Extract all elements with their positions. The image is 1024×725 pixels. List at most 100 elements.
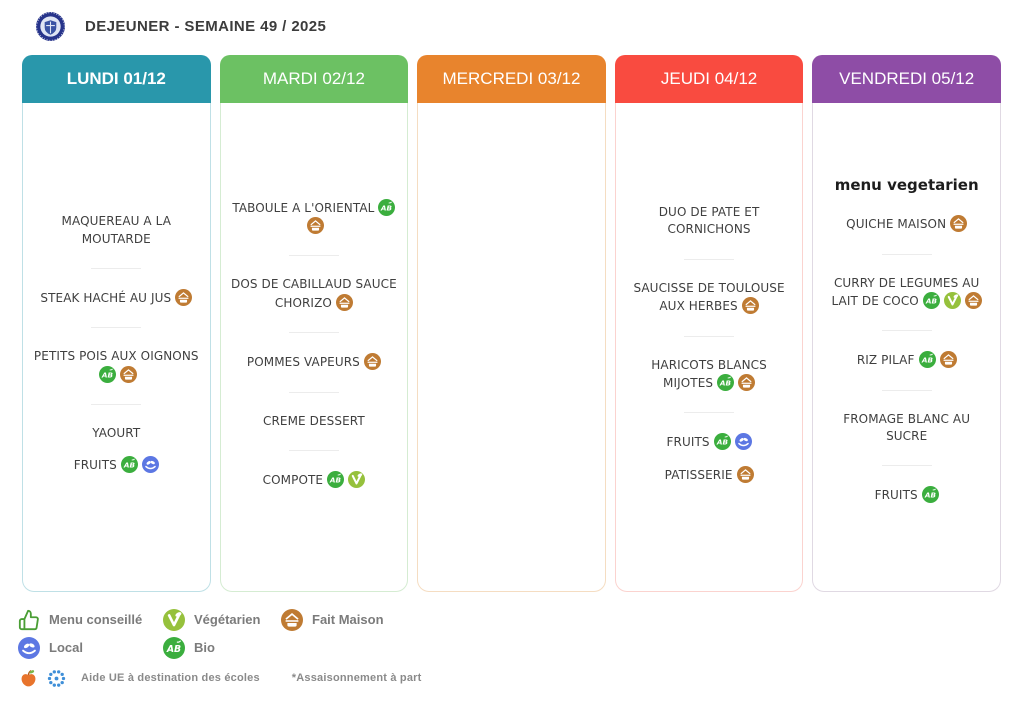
fait-maison-icon (964, 291, 982, 309)
svg-text:AB: AB (329, 476, 342, 485)
menu-item: DOS DE CABILLAUD SAUCE CHORIZO (230, 276, 399, 312)
menu-item: FRUITS AB (667, 433, 752, 451)
day-body (417, 103, 606, 592)
item-divider (881, 389, 932, 391)
menu-item: FROMAGE BLANC AU SUCRE (822, 411, 991, 446)
bio-icon: AB (922, 291, 940, 309)
legend-item-label: Bio (194, 640, 215, 655)
day-header: JEUDI 04/12 (614, 55, 804, 103)
svg-text:AB: AB (719, 378, 732, 387)
menu-item-label: TABOULE A L'ORIENTAL (232, 200, 375, 215)
legend-item: Végétarien (163, 607, 281, 632)
svg-text:AB: AB (716, 438, 729, 447)
menu-item: CREME DESSERT (263, 413, 365, 430)
menu-item-label: YAOURT (92, 426, 141, 441)
legend-item-label: Végétarien (194, 612, 261, 627)
day-header: MARDI 02/12 (219, 55, 409, 103)
svg-text:AB: AB (123, 461, 136, 470)
fait-maison-icon (307, 217, 325, 235)
menu-item: STEAK HACHÉ AU JUS (40, 288, 193, 307)
menu-week: LUNDI 01/12 MAQUEREAU A LA MOUTARDE STEAK … (22, 55, 1001, 592)
svg-text:AB: AB (380, 203, 393, 212)
menu-item-label: PETITS POIS AUX OIGNONS (33, 349, 199, 364)
item-divider (881, 253, 932, 255)
menu-item-label: POMMES VAPEURS (246, 355, 360, 370)
legend: Menu conseillé Végétarien Fait Maison Local… (18, 607, 1024, 691)
day-column-lundi: LUNDI 01/12 MAQUEREAU A LA MOUTARDE STEAK … (22, 55, 211, 592)
menu-item-label: SAUCISSE DE TOULOUSE AUX HERBES (633, 280, 785, 314)
day-body: TABOULE A L'ORIENTAL AB DOS DE CABILLAUD S… (219, 103, 409, 592)
menu-item: HARICOTS BLANCS MIJOTES AB (625, 357, 794, 393)
day-header: VENDREDI 05/12 (812, 55, 1001, 103)
bio-icon: AB (717, 373, 735, 391)
bio-icon: AB (918, 351, 936, 369)
menu-item-label: CURRY DE LEGUMES AU LAIT DE COCO (831, 275, 980, 308)
menu-item-label: FRUITS (73, 458, 117, 473)
menu-item: COMPOTE AB (262, 470, 366, 489)
menu-item-label: COMPOTE (262, 472, 324, 487)
legend-item: Local (18, 635, 163, 660)
menu-item: TABOULE A L'ORIENTAL AB (230, 198, 399, 236)
menu-item-label: MAQUEREAU A LA MOUTARDE (61, 214, 172, 246)
menu-item: CURRY DE LEGUMES AU LAIT DE COCO AB (822, 275, 991, 311)
fait-maison-icon (175, 288, 193, 306)
menu-item: POMMES VAPEURS (247, 353, 381, 371)
item-divider (881, 330, 932, 332)
svg-text:AB: AB (920, 356, 933, 365)
menu-item: QUICHE MAISON (846, 215, 968, 233)
day-header: MERCREDI 03/12 (417, 55, 606, 103)
menu-item-label: DUO DE PATE ET CORNICHONS (658, 204, 760, 237)
menu-item-label: PATISSERIE (664, 467, 733, 482)
bio-icon: AB (378, 198, 396, 216)
menu-item: SAUCISSE DE TOULOUSE AUX HERBES (625, 280, 794, 316)
day-column-mercredi: MERCREDI 03/12 (417, 55, 606, 592)
local-icon (18, 636, 40, 659)
fait-maison-icon (120, 365, 138, 383)
svg-text:AB: AB (925, 296, 938, 305)
item-divider (881, 465, 932, 467)
item-divider (91, 327, 142, 329)
day-subtitle: menu vegetarien (834, 176, 979, 195)
menu-item: MAQUEREAU A LA MOUTARDE (32, 213, 201, 248)
seasoning-note: *Assaisonnement à part (291, 672, 422, 684)
legend-item: Menu conseillé (18, 607, 163, 632)
menu-item-label: QUICHE MAISON (846, 217, 947, 232)
fait-maison-icon (738, 373, 756, 391)
vegetarien-icon (943, 291, 961, 309)
menu-item-label: STEAK HACHÉ AU JUS (40, 290, 172, 305)
day-header: LUNDI 01/12 (22, 55, 211, 103)
menu-item: RIZ PILAF AB (857, 351, 957, 369)
legend-item-label: Menu conseillé (49, 612, 143, 627)
menu-item: PETITS POIS AUX OIGNONS AB (32, 348, 201, 384)
menu-item: PATISSERIE (664, 465, 754, 484)
menu-item-label: HARICOTS BLANCS MIJOTES (651, 357, 767, 390)
fait-maison-icon (281, 608, 303, 631)
legend-grid: Menu conseillé Végétarien Fait Maison Local… (18, 607, 1024, 660)
eu-aid-label: Aide UE à destination des écoles (81, 672, 260, 684)
day-column-jeudi: JEUDI 04/12 DUO DE PATE ET CORNICHONS SAUC… (614, 55, 804, 592)
fait-maison-icon (939, 351, 957, 369)
menu-conseille-icon (18, 609, 40, 631)
day-column-vendredi: VENDREDI 05/12 menu vegetarien QUICHE MAIS… (812, 55, 1001, 592)
bio-icon: AB (99, 365, 117, 383)
bio-icon: AB (327, 470, 345, 488)
item-divider (684, 258, 735, 260)
legend-item: AB Bio (163, 635, 281, 660)
fait-maison-icon (335, 293, 353, 311)
bio-icon: AB (713, 433, 731, 451)
svg-text:AB: AB (101, 370, 114, 379)
item-divider (91, 404, 142, 406)
item-divider (288, 332, 339, 334)
day-body: MAQUEREAU A LA MOUTARDE STEAK HACHÉ AU JU… (22, 103, 211, 592)
svg-text:AB: AB (166, 643, 181, 654)
menu-item: FRUITS AB (875, 486, 939, 504)
bio-icon: AB (163, 636, 185, 659)
day-body: DUO DE PATE ET CORNICHONS SAUCISSE DE TOU… (614, 103, 804, 592)
fait-maison-icon (736, 465, 754, 483)
item-divider (91, 267, 142, 269)
item-divider (684, 335, 735, 337)
menu-item: FRUITS AB (74, 456, 159, 474)
item-divider (288, 391, 339, 393)
menu-item-label: DOS DE CABILLAUD SAUCE CHORIZO (230, 277, 397, 310)
item-divider (288, 255, 339, 257)
